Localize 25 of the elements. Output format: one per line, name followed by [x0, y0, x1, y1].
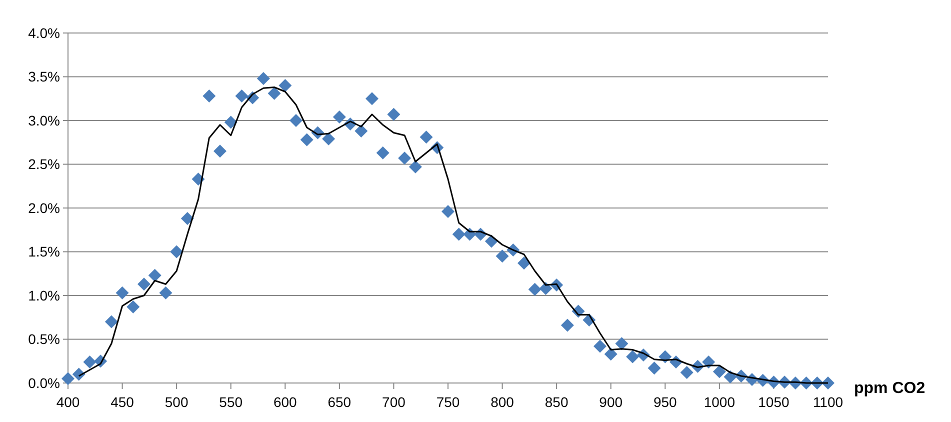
x-tick-label: 650 — [328, 394, 352, 410]
x-tick-label: 700 — [382, 394, 406, 410]
x-tick-label: 800 — [490, 394, 514, 410]
y-tick-label: 2.5% — [28, 156, 60, 172]
y-tick-label: 2.0% — [28, 200, 60, 216]
x-tick-label: 950 — [653, 394, 678, 410]
x-tick-label: 450 — [110, 394, 134, 410]
y-tick-label: 3.5% — [28, 68, 60, 85]
x-tick-label: 750 — [436, 394, 460, 410]
x-axis-title: ppm CO2 — [854, 380, 926, 397]
y-tick-label: 1.5% — [28, 244, 60, 260]
x-tick-label: 850 — [544, 394, 568, 410]
x-tick-label: 600 — [273, 394, 298, 410]
y-tick-label: 1.0% — [28, 287, 60, 304]
x-tick-label: 900 — [599, 394, 623, 410]
y-tick-label: 0.5% — [28, 331, 60, 348]
y-tick-label: 4.0% — [28, 24, 60, 41]
x-tick-label: 1050 — [758, 394, 790, 410]
x-tick-label: 550 — [219, 394, 243, 410]
x-tick-label: 400 — [56, 394, 80, 410]
x-tick-label: 1000 — [704, 394, 736, 410]
y-tick-label: 3.0% — [28, 112, 60, 128]
x-tick-label: 1100 — [812, 394, 844, 410]
y-tick-label: 0.0% — [28, 374, 60, 391]
x-tick-label: 500 — [164, 394, 188, 410]
